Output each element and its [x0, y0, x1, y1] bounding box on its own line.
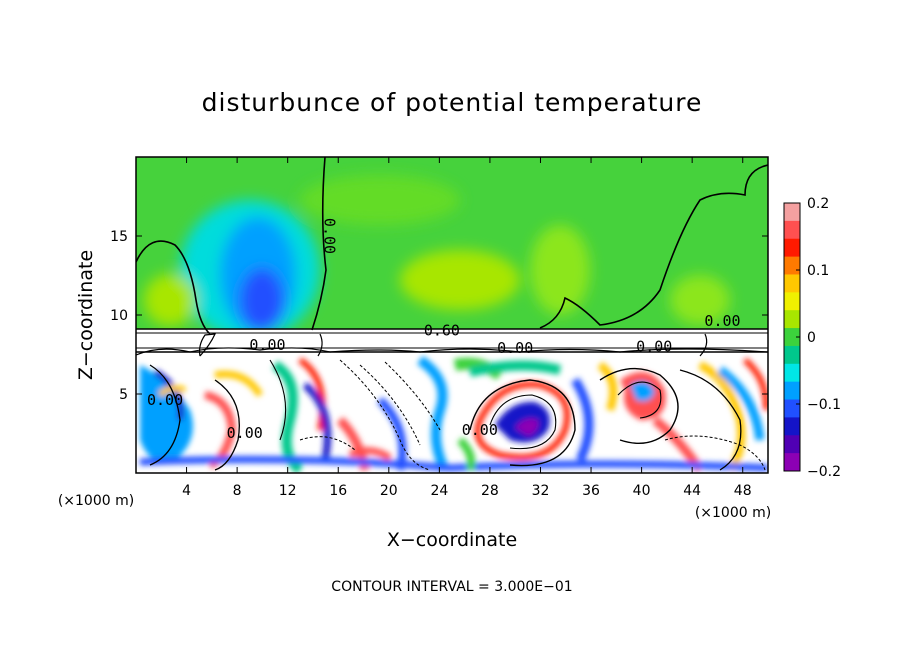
colorbar-swatch	[784, 310, 800, 329]
colorbar-swatch	[784, 363, 800, 383]
y-tick-label: 15	[110, 229, 128, 245]
upper-layer-shading	[144, 175, 730, 340]
x-unit-label-left: (×1000 m)	[58, 493, 134, 509]
x-axis: 4 8 12 16 20 24 28 32 36 40 44 48	[182, 157, 752, 499]
contour-interface-wavy	[136, 347, 768, 356]
colorbar-ticks: 0.2 0.1 0 −0.1 −0.2	[796, 196, 841, 480]
x-tick-label: 28	[481, 483, 499, 499]
contour-interval-note: CONTOUR INTERVAL = 3.000E−01	[331, 579, 572, 595]
colorbar-swatch	[784, 238, 800, 258]
colorbar-swatch	[784, 203, 800, 222]
contour-zero-right	[539, 164, 768, 329]
colorbar-tick-label: 0	[807, 330, 816, 346]
colorbar-swatch	[784, 381, 800, 401]
contour-lines	[136, 157, 768, 471]
colorbar-swatch	[784, 453, 800, 472]
colorbar-tick-label: 0.2	[807, 196, 829, 212]
colorbar-swatch	[784, 220, 800, 240]
contour-label: 0.00	[249, 336, 285, 354]
x-tick-label: 36	[582, 483, 600, 499]
colorbar-tick-label: −0.2	[807, 464, 841, 480]
colorbar-swatch	[784, 328, 800, 347]
y-axis-title: Z−coordinate	[75, 250, 97, 380]
contour-label-layer: 0.00 0.60 0.00 0.00 0.00 0.00 0.00 0.00 0.00	[147, 218, 741, 442]
x-tick-label: 44	[683, 483, 701, 499]
colorbar-swatch	[784, 399, 800, 418]
colorbar-swatch	[784, 417, 800, 436]
x-tick-label: 24	[430, 483, 448, 499]
contour-zero-center	[311, 157, 327, 331]
contour-label: 0.00	[636, 337, 672, 355]
colorbar-swatch	[784, 435, 800, 454]
y-tick-label: 5	[119, 387, 128, 403]
colorbar-tick-label: 0.1	[807, 263, 829, 279]
contour-label: 0.00	[320, 218, 338, 254]
y-tick-label: 10	[110, 308, 128, 324]
chart-title: disturbunce of potential temperature	[202, 88, 703, 117]
colorbar-tick-label: −0.1	[807, 397, 841, 413]
x-unit-label-right: (×1000 m)	[695, 505, 771, 521]
colorbar-swatch	[784, 345, 800, 365]
colorbar	[784, 203, 800, 472]
contour-label: 0.00	[704, 312, 740, 330]
x-tick-label: 16	[329, 483, 347, 499]
x-tick-label: 20	[380, 483, 398, 499]
y-axis: 5 10 15	[110, 229, 768, 403]
x-tick-label: 48	[734, 483, 752, 499]
x-tick-label: 32	[532, 483, 550, 499]
x-tick-label: 8	[233, 483, 242, 499]
x-tick-label: 40	[633, 483, 651, 499]
contour-zero-left	[136, 240, 211, 335]
colorbar-swatch	[784, 256, 800, 275]
colorbar-swatch	[784, 292, 800, 311]
lower-layer-eddies	[139, 355, 768, 473]
x-tick-label: 12	[279, 483, 297, 499]
contour-label: 0.00	[497, 339, 533, 357]
colorbar-swatch	[784, 274, 800, 293]
x-axis-title: X−coordinate	[387, 529, 517, 551]
contour-label: 0.00	[462, 421, 498, 439]
contour-label: 0.00	[227, 424, 263, 442]
contour-label: 0.60	[424, 322, 460, 340]
heatmap-field: 0.00 0.60 0.00 0.00 0.00 0.00 0.00 0.00 0.00	[136, 157, 768, 473]
x-tick-label: 4	[182, 483, 191, 499]
contour-label: 0.00	[147, 391, 183, 409]
